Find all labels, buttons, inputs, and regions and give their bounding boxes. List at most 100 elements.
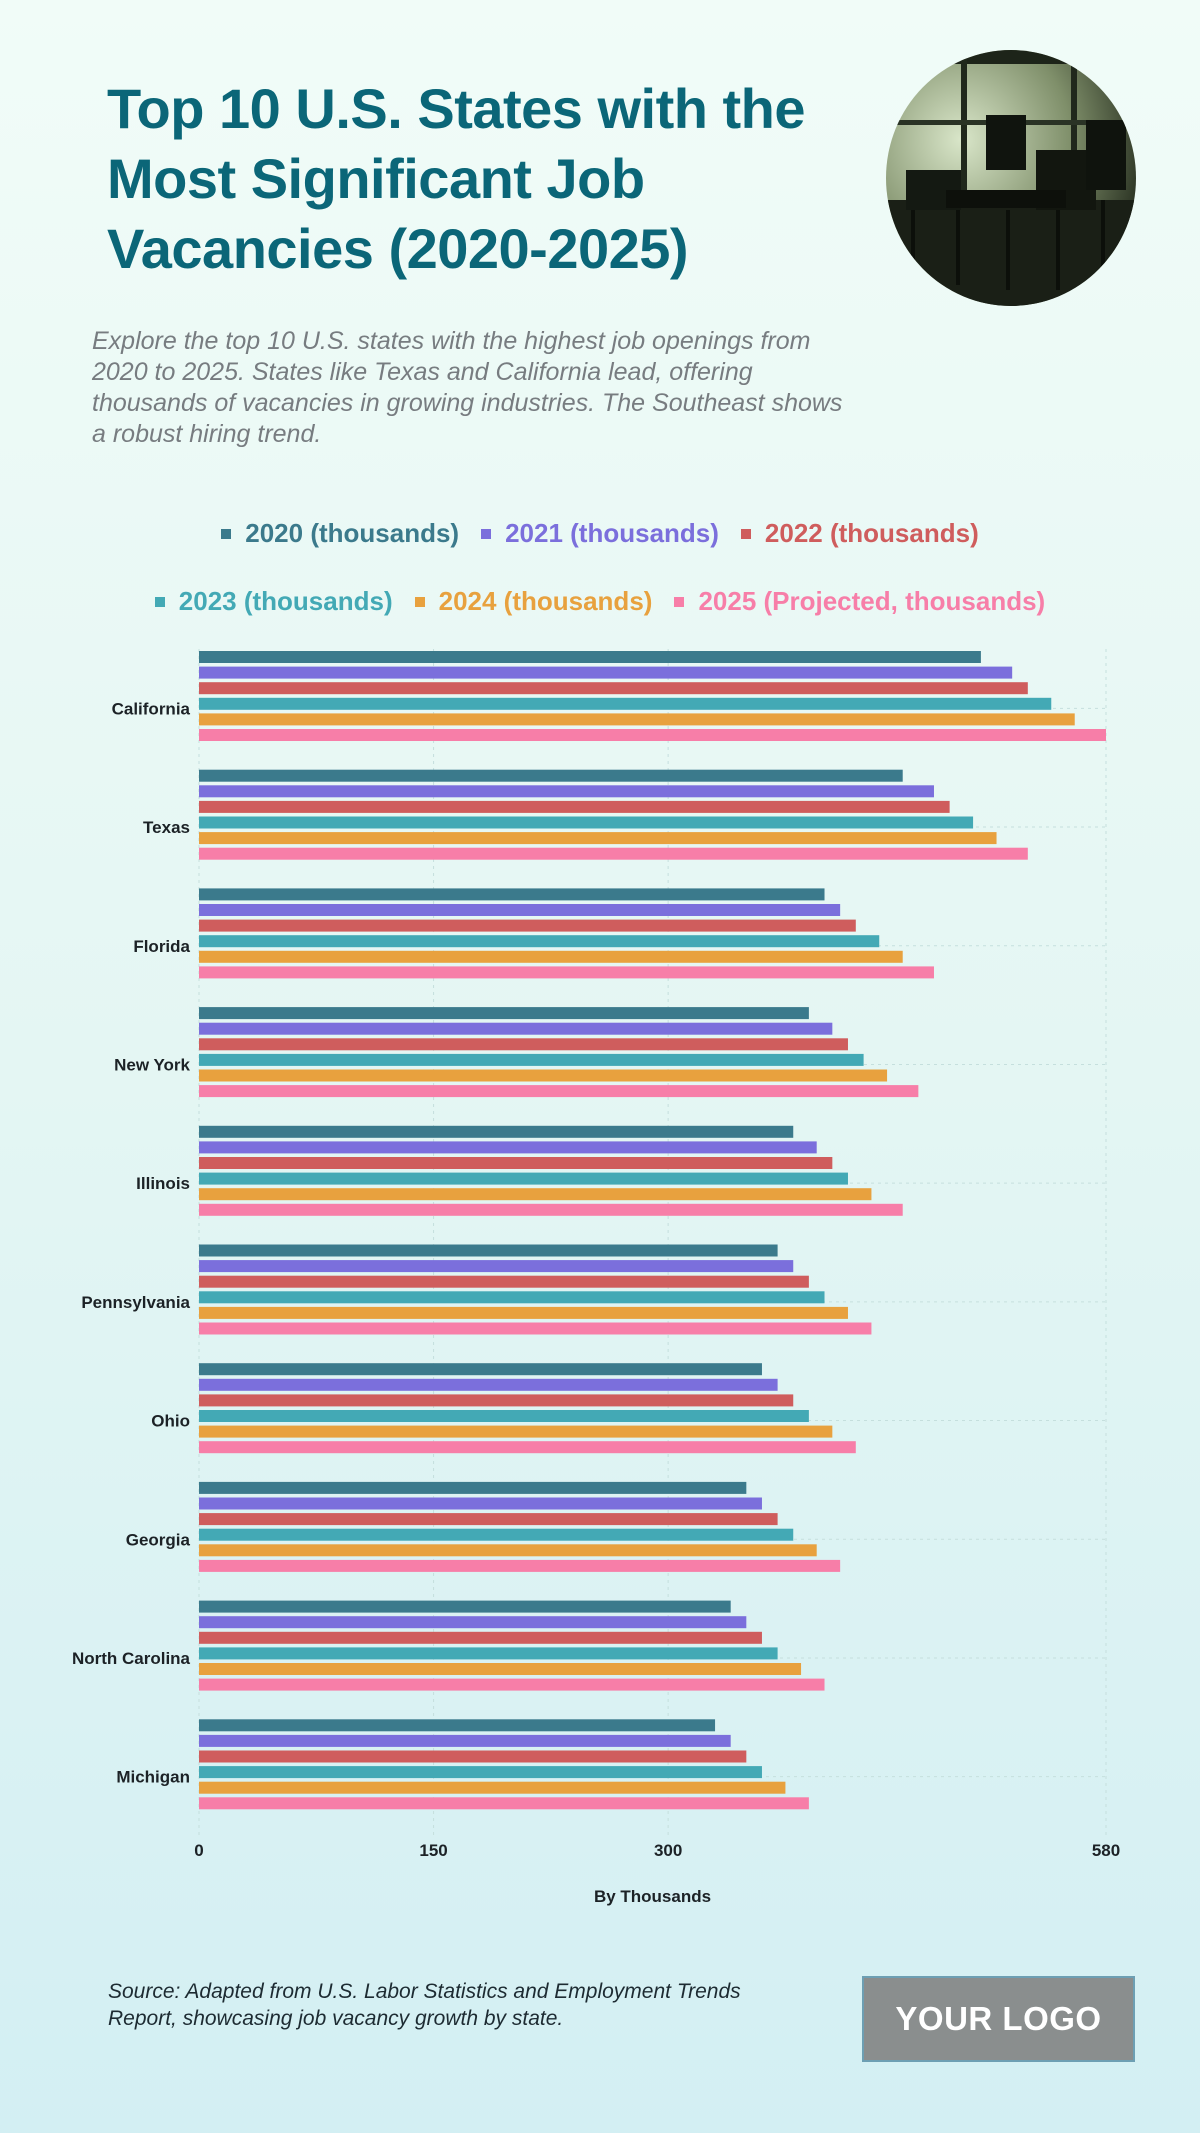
bar [199, 785, 934, 798]
legend-swatch-2023 [154, 596, 165, 607]
bar [199, 713, 1075, 726]
bar [199, 816, 974, 829]
bar [199, 1631, 762, 1644]
bar [199, 1559, 841, 1572]
legend-item-2024: 2024 (thousands) [414, 586, 653, 617]
bar [199, 1069, 888, 1082]
category-label: California [112, 699, 191, 718]
bar [199, 1244, 778, 1257]
bar [199, 904, 841, 916]
bar [199, 1750, 747, 1763]
bar [199, 1394, 794, 1407]
legend-row-1: 2020 (thousands) 2021 (thousands) 2022 (… [0, 518, 1200, 549]
legend-item-2022: 2022 (thousands) [740, 518, 979, 549]
bar [199, 935, 880, 948]
category-label: New York [114, 1055, 190, 1074]
page-title: Top 10 U.S. States with the Most Signifi… [107, 77, 806, 280]
bar [199, 651, 981, 663]
classroom-photo [886, 50, 1136, 306]
legend-label-2025: 2025 (Projected, thousands) [698, 586, 1046, 616]
bar [199, 832, 997, 845]
bar [199, 1781, 786, 1794]
legend-label-2020: 2020 (thousands) [245, 518, 460, 548]
bar [199, 1085, 919, 1098]
bar [199, 1481, 747, 1494]
source-note: Source: Adapted from U.S. Labor Statisti… [108, 1980, 741, 2030]
bar [199, 888, 825, 901]
category-label: Florida [133, 937, 190, 956]
page-subtitle: Explore the top 10 U.S. states with the … [92, 327, 843, 448]
bar [199, 1188, 872, 1201]
bar [199, 1528, 794, 1541]
category-label: Michigan [116, 1768, 190, 1787]
bar [199, 1513, 778, 1526]
bar-chart: California Texas Florida New York Illinois Pe… [72, 649, 1120, 1906]
bar [199, 1425, 833, 1438]
bar [199, 919, 856, 932]
legend-swatch-2020 [221, 528, 232, 539]
bar [199, 1600, 731, 1613]
bar [199, 1022, 833, 1035]
logo-placeholder: YOUR LOGO [862, 1976, 1135, 2062]
bar [199, 1663, 802, 1675]
bar [199, 1734, 731, 1747]
legend-item-2025: 2025 (Projected, thousands) [674, 586, 1045, 617]
bar [199, 847, 1028, 860]
bar [199, 1038, 848, 1051]
category-label: Illinois [136, 1174, 190, 1193]
bar [199, 1141, 817, 1154]
bar [199, 1647, 778, 1660]
legend-label-2021: 2021 (thousands) [505, 518, 719, 548]
legend-item-2023: 2023 (thousands) [154, 586, 393, 617]
bar [199, 1441, 856, 1454]
legend-item-2021: 2021 (thousands) [481, 518, 719, 549]
legend-row-2: 2023 (thousands) 2024 (thousands) 2025 (… [0, 586, 1200, 617]
legend-label-2022: 2022 (thousands) [764, 518, 979, 548]
bar [199, 769, 903, 782]
category-label: Texas [143, 818, 190, 837]
x-tick-label: 300 [654, 1841, 682, 1860]
logo-text: YOUR LOGO [895, 2000, 1102, 2037]
bar [199, 1172, 848, 1185]
category-label: Ohio [151, 1412, 190, 1431]
bar [199, 1260, 794, 1273]
bar [199, 1322, 872, 1335]
bar [199, 1125, 794, 1138]
bar [199, 1766, 762, 1779]
bar [199, 1497, 762, 1510]
bar [199, 966, 934, 979]
bar [199, 1053, 864, 1066]
x-tick-label: 0 [194, 1841, 203, 1860]
bar [199, 1157, 833, 1169]
bar [199, 729, 1106, 741]
bar [199, 666, 1013, 679]
bar [199, 1007, 809, 1020]
bar [199, 697, 1052, 710]
bar [199, 1306, 848, 1319]
category-label: North Carolina [72, 1649, 191, 1668]
category-label: Georgia [126, 1530, 191, 1549]
bar [199, 950, 903, 963]
bar [199, 800, 950, 813]
bar [199, 682, 1028, 695]
legend-swatch-2025 [674, 596, 685, 607]
x-tick-label: 580 [1092, 1841, 1120, 1860]
x-axis-label: By Thousands [594, 1887, 711, 1906]
x-tick-label: 150 [419, 1841, 447, 1860]
bar [199, 1378, 778, 1391]
legend-label-2024: 2024 (thousands) [438, 586, 653, 616]
bar [199, 1797, 809, 1810]
bar [199, 1275, 809, 1288]
legend-item-2020: 2020 (thousands) [221, 518, 459, 549]
bar [199, 1719, 716, 1732]
legend-swatch-2022 [740, 528, 751, 539]
legend-label-2023: 2023 (thousands) [178, 586, 393, 616]
legend-swatch-2024 [414, 596, 425, 607]
legend-swatch-2021 [481, 528, 492, 539]
bar [199, 1363, 762, 1376]
bar [199, 1678, 825, 1691]
bar [199, 1203, 903, 1216]
bar [199, 1410, 809, 1422]
category-label: Pennsylvania [81, 1293, 190, 1312]
bar [199, 1616, 747, 1629]
